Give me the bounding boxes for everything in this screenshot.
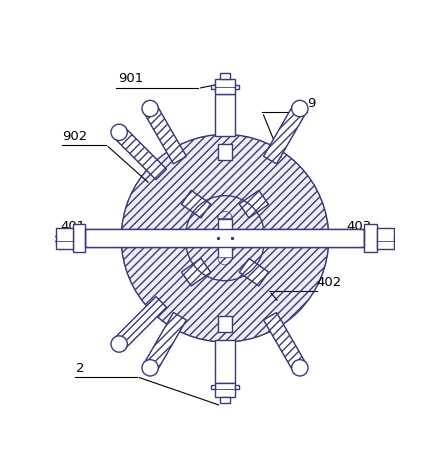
Text: 402: 402 xyxy=(315,276,341,289)
Circle shape xyxy=(291,360,307,376)
Circle shape xyxy=(141,100,158,117)
Circle shape xyxy=(121,134,328,342)
Bar xyxy=(220,397,229,403)
Bar xyxy=(364,225,377,252)
Bar xyxy=(217,218,232,258)
Polygon shape xyxy=(263,313,306,371)
Circle shape xyxy=(111,124,127,141)
Text: 901: 901 xyxy=(117,72,143,85)
Polygon shape xyxy=(143,105,186,164)
Polygon shape xyxy=(113,296,166,349)
Circle shape xyxy=(111,336,127,352)
Polygon shape xyxy=(181,258,210,286)
Bar xyxy=(85,229,364,247)
Bar xyxy=(234,85,238,89)
Bar xyxy=(215,94,234,136)
Circle shape xyxy=(291,100,307,117)
Text: 2: 2 xyxy=(76,362,84,375)
Bar xyxy=(215,340,234,383)
Bar xyxy=(72,225,85,252)
Bar xyxy=(217,144,232,161)
Wedge shape xyxy=(217,211,232,218)
Polygon shape xyxy=(239,258,268,286)
Polygon shape xyxy=(263,105,306,164)
Bar xyxy=(88,229,360,247)
Polygon shape xyxy=(113,127,166,180)
Polygon shape xyxy=(239,190,268,218)
Bar xyxy=(215,79,234,94)
Bar xyxy=(393,236,398,240)
Bar xyxy=(51,236,56,240)
Wedge shape xyxy=(217,258,232,265)
Bar xyxy=(217,316,232,332)
Bar xyxy=(56,228,72,249)
Polygon shape xyxy=(181,190,210,218)
Text: 9: 9 xyxy=(306,97,314,110)
Bar xyxy=(211,385,215,389)
Bar xyxy=(85,229,364,247)
Bar xyxy=(234,385,238,389)
Circle shape xyxy=(141,360,158,376)
Text: 902: 902 xyxy=(62,130,88,143)
Text: 401: 401 xyxy=(60,220,85,233)
Bar xyxy=(377,228,393,249)
Bar xyxy=(220,73,229,79)
Polygon shape xyxy=(143,313,186,371)
Bar xyxy=(215,383,234,397)
Text: 403: 403 xyxy=(346,220,371,233)
Bar xyxy=(211,85,215,89)
